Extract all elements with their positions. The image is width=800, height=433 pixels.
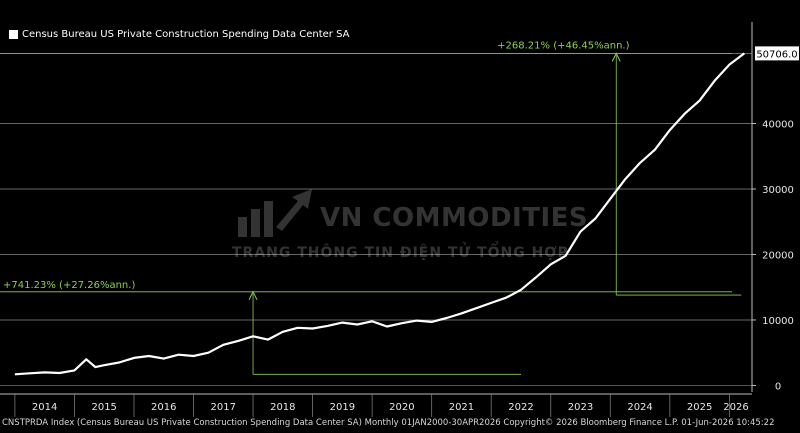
annotation-arrowhead bbox=[611, 52, 621, 62]
x-tick-label: 2021 bbox=[449, 402, 474, 413]
legend-label: Census Bureau US Private Construction Sp… bbox=[22, 28, 350, 40]
x-axis-band bbox=[0, 394, 752, 417]
x-tick-label: 2024 bbox=[627, 402, 652, 413]
x-tick-label: 2016 bbox=[151, 402, 176, 413]
y-tick-label: 30000 bbox=[762, 185, 794, 196]
x-tick-label: 2015 bbox=[91, 402, 116, 413]
annotation-label: +268.21% (+46.45%ann.) bbox=[497, 40, 629, 51]
x-tick-label: 2019 bbox=[330, 402, 355, 413]
x-tick-label: 2018 bbox=[270, 402, 295, 413]
x-tick-label: 2022 bbox=[508, 402, 533, 413]
legend-swatch bbox=[9, 29, 18, 39]
y-tick-label: 40000 bbox=[762, 120, 794, 131]
x-tick-label: 2020 bbox=[389, 402, 414, 413]
series-line bbox=[14, 52, 745, 376]
footer-source: CNSTPRDA Index (Census Bureau US Private… bbox=[2, 418, 775, 428]
chart-legend: Census Bureau US Private Construction Sp… bbox=[9, 27, 349, 41]
x-tick-label: 2014 bbox=[32, 402, 57, 413]
annotation-arrowhead bbox=[248, 290, 258, 301]
y-tick-label: 0 bbox=[775, 381, 781, 392]
x-tick-label: 2017 bbox=[211, 402, 236, 413]
y-tick-label: 10000 bbox=[762, 316, 794, 327]
annotation-label: +741.23% (+27.26%ann.) bbox=[3, 280, 135, 291]
x-tick-label: 2023 bbox=[568, 402, 593, 413]
x-tick-label: 2026 bbox=[723, 402, 748, 413]
last-value-label: 50706.0 bbox=[756, 49, 797, 60]
y-tick-label: 20000 bbox=[762, 250, 794, 261]
x-tick-label: 2025 bbox=[687, 402, 712, 413]
last-value-box bbox=[755, 46, 799, 61]
